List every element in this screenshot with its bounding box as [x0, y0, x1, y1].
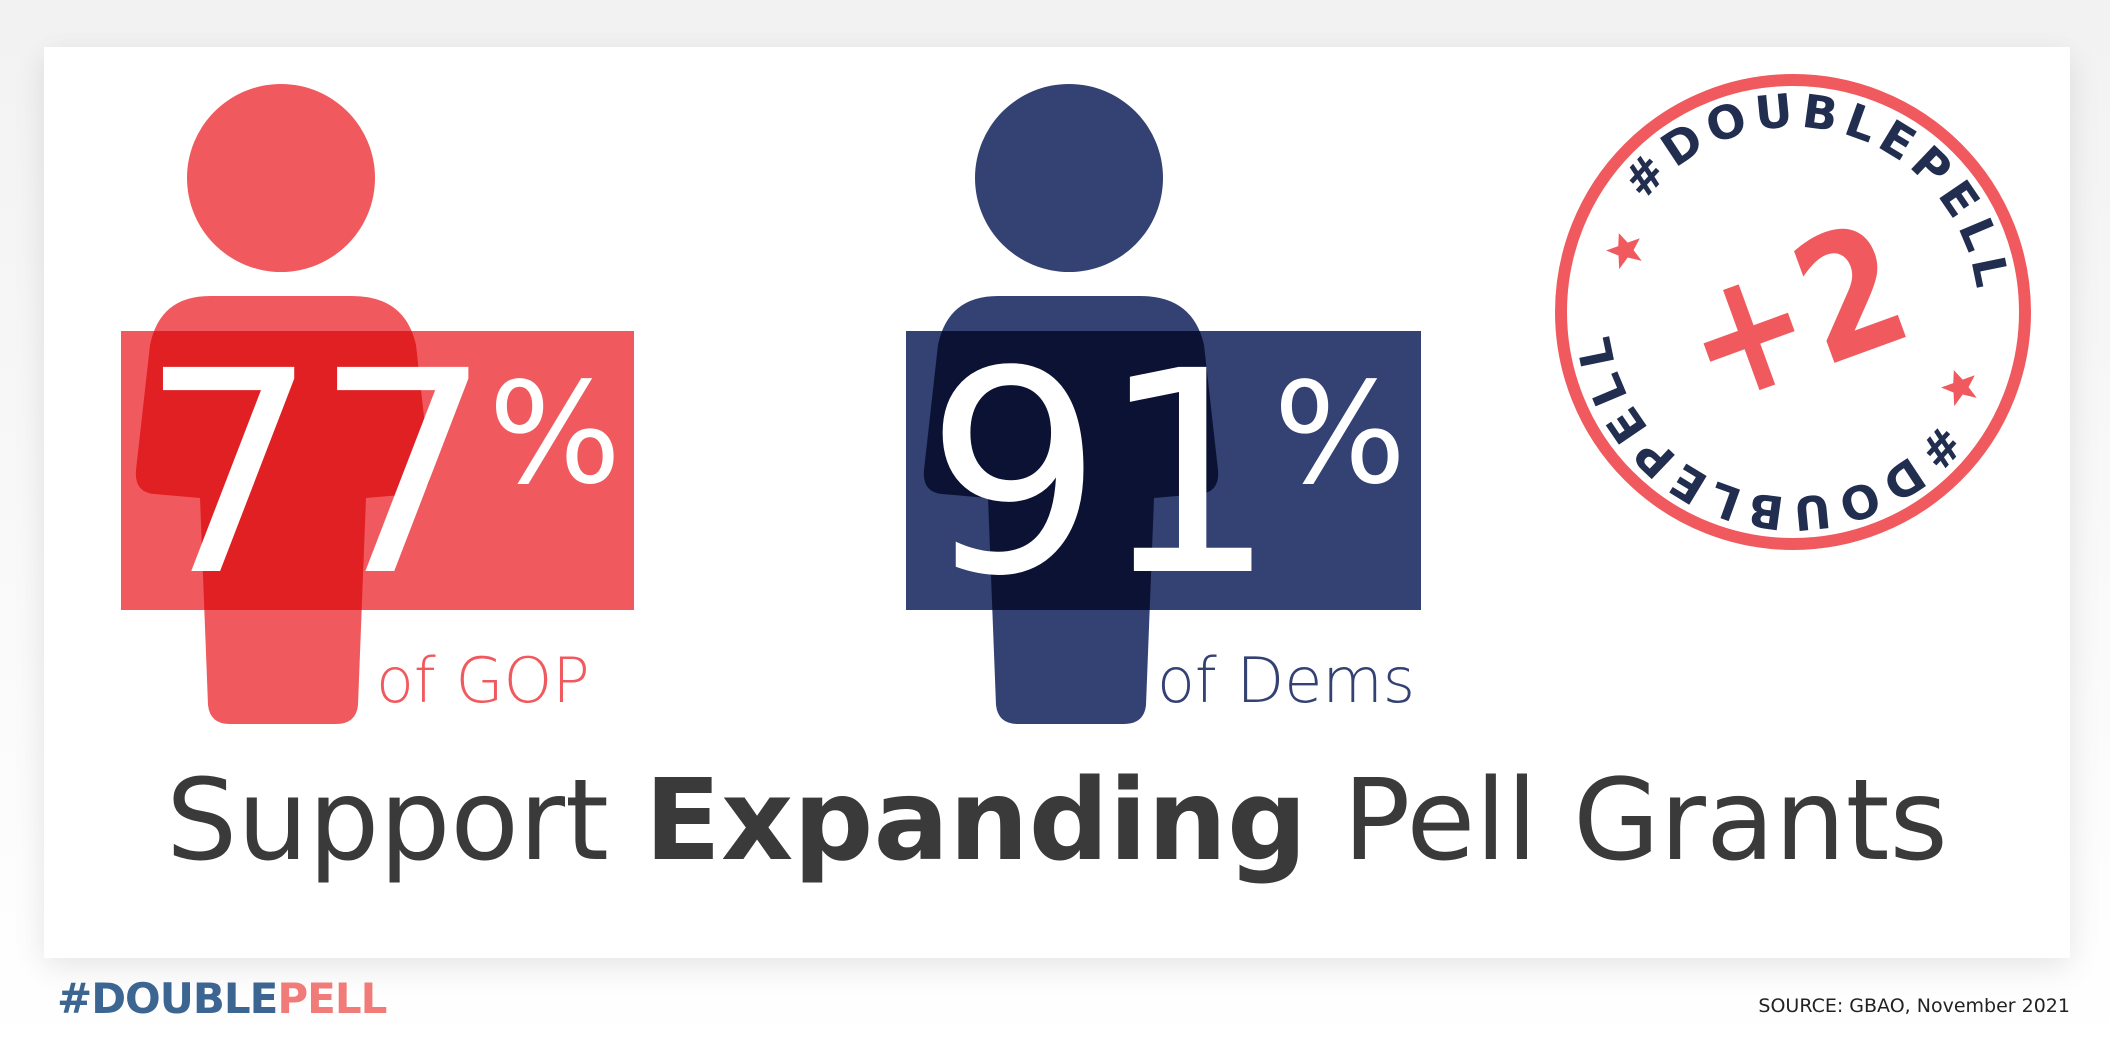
dem-label: of Dems	[1157, 644, 1416, 717]
gop-highlight-box	[121, 331, 634, 610]
dem-value: 91	[925, 312, 1277, 638]
star-icon	[1606, 233, 1642, 270]
headline-bold: Expanding	[644, 756, 1308, 886]
gop-label: of GOP	[376, 644, 590, 717]
dem-percent-sign: %	[1273, 353, 1407, 516]
doublepell-badge: #DOUBLEPELL #DOUBLEPELL +2	[1555, 74, 2031, 550]
dem-highlight-box	[906, 331, 1421, 610]
gop-percentage: 77%	[140, 312, 622, 638]
headline-post: Pell Grants	[1307, 756, 1948, 886]
gop-percent-sign: %	[488, 353, 622, 516]
source-note: SOURCE: GBAO, November 2021	[1758, 995, 2070, 1017]
footer-hashtag-part2: PELL	[277, 974, 387, 1023]
star-icon	[1941, 370, 1977, 407]
footer-hashtag-part1: #DOUBLE	[57, 974, 278, 1023]
gop-value: 77	[140, 312, 492, 638]
dem-percentage: 91%	[925, 312, 1407, 638]
headline: Support Expanding Pell Grants	[44, 765, 2070, 877]
footer-hashtag: #DOUBLEPELL	[57, 978, 387, 1020]
headline-pre: Support	[166, 756, 645, 886]
